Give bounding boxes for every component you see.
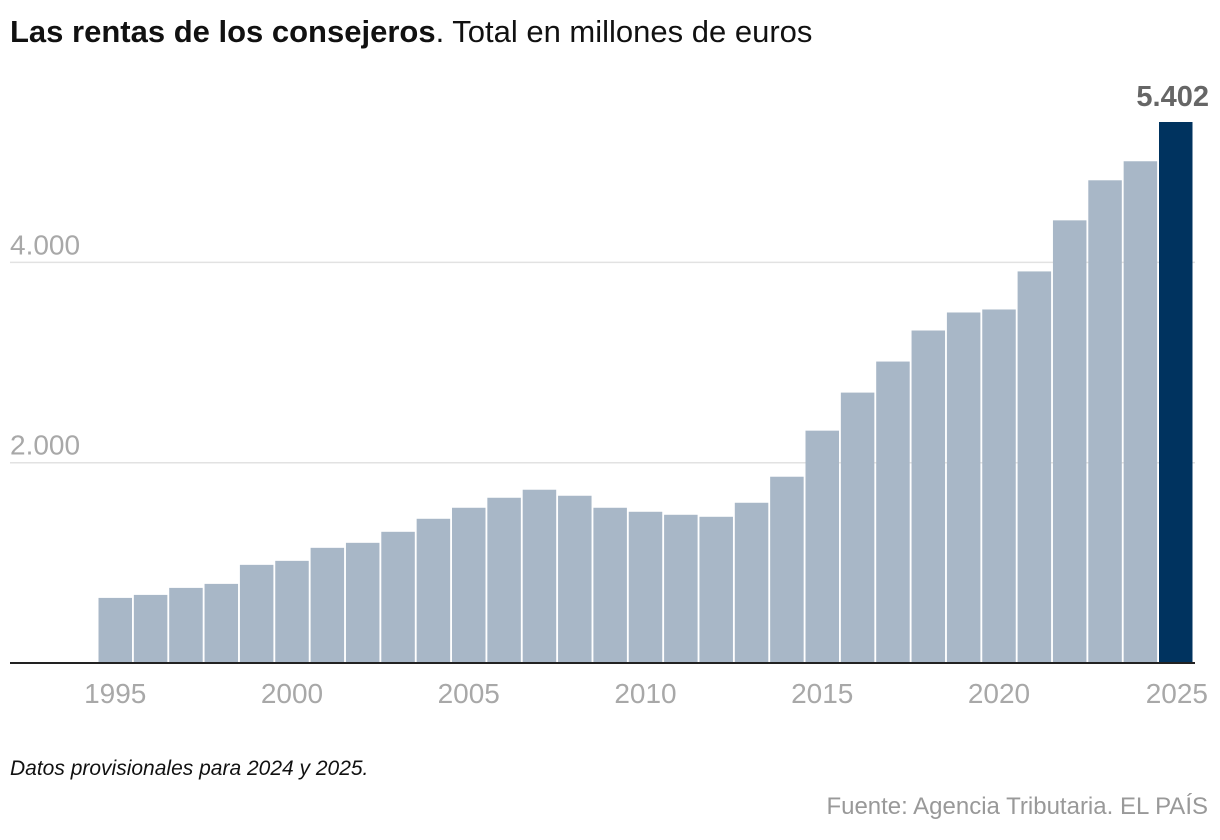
bar-2015 [805, 430, 839, 663]
bar-2002 [345, 542, 380, 663]
bar-2024 [1123, 161, 1158, 663]
x-tick-label-2005: 2005 [438, 678, 500, 709]
x-tick-label-2020: 2020 [968, 678, 1030, 709]
bar-2010 [628, 511, 663, 663]
bar-2005 [452, 507, 486, 663]
bar-2013 [734, 502, 769, 663]
bar-2004 [416, 518, 451, 663]
x-tick-label-2010: 2010 [614, 678, 676, 709]
bar-2000 [275, 560, 309, 663]
chart-title: Las rentas de los consejeros. Total en m… [10, 12, 812, 52]
bar-2020 [982, 309, 1016, 663]
bar-2023 [1088, 180, 1122, 663]
y-tick-label-4000: 4.000 [10, 229, 80, 260]
x-tick-label-2000: 2000 [261, 678, 323, 709]
bar-1999 [239, 564, 274, 663]
source-credit: Fuente: Agencia Tributaria. EL PAÍS [826, 793, 1208, 820]
bar-2012 [699, 516, 733, 663]
bar-2022 [1052, 220, 1087, 663]
bar-2017 [876, 361, 910, 663]
x-tick-label-2015: 2015 [791, 678, 853, 709]
data-label-2025: 5.402 [1136, 81, 1209, 113]
bar-2003 [381, 531, 415, 663]
footnote: Datos provisionales para 2024 y 2025. [10, 757, 369, 780]
bar-2019 [946, 312, 981, 663]
bar-2014 [770, 476, 804, 663]
x-tick-label-1995: 1995 [84, 678, 146, 709]
bar-2001 [310, 547, 345, 663]
chart-title-bold: Las rentas de los consejeros [10, 14, 436, 49]
chart-title-subtitle: . Total en millones de euros [435, 14, 813, 49]
y-tick-label-2000: 2.000 [10, 430, 80, 461]
bar-2008 [558, 495, 592, 663]
bar-2025 [1159, 122, 1193, 663]
bar-2011 [664, 514, 698, 663]
bar-1997 [169, 587, 203, 663]
bar-2006 [487, 497, 521, 663]
bar-2007 [522, 489, 557, 663]
bar-2009 [593, 507, 627, 663]
bar-2021 [1017, 271, 1052, 663]
bar-2018 [911, 330, 946, 663]
x-tick-label-2025: 2025 [1146, 678, 1208, 709]
bar-1996 [133, 594, 168, 663]
bar-1995 [98, 597, 132, 663]
bar-chart: 2.000 4.000 1995 2000 2005 2010 2015 2020 2025 5.… [10, 81, 1209, 709]
bar-1998 [204, 583, 239, 663]
bar-2016 [840, 392, 875, 663]
